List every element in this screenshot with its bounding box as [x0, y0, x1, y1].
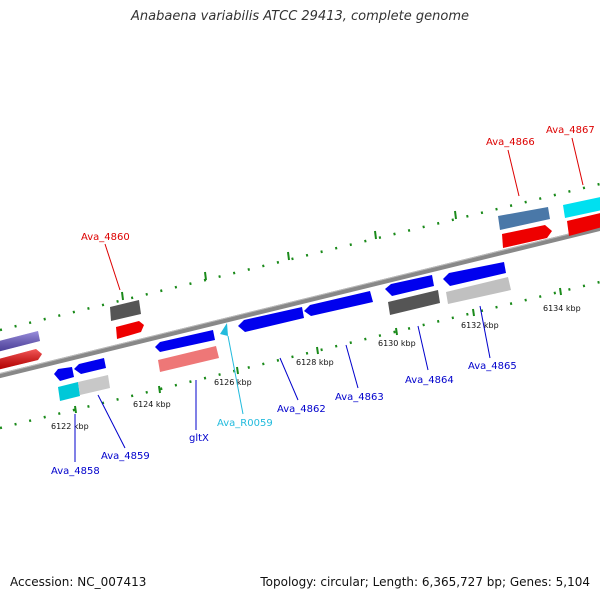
gene-feature[interactable]	[446, 277, 511, 304]
gene-label[interactable]: Ava_4862	[277, 404, 326, 415]
genome-backbone-highlight	[0, 225, 600, 375]
genome-backbone	[0, 225, 600, 379]
gene-feature[interactable]	[116, 321, 144, 339]
gene-label[interactable]: Ava_4867	[546, 125, 595, 136]
gene-feature[interactable]	[110, 300, 141, 321]
gene-feature[interactable]	[388, 290, 440, 315]
genome-summary-text: Topology: circular; Length: 6,365,727 bp…	[260, 575, 590, 589]
scale-label: 6134 kbp	[543, 304, 581, 313]
gene-features[interactable]	[0, 196, 600, 401]
gene-feature[interactable]	[443, 262, 506, 286]
scale-label: 6130 kbp	[378, 339, 416, 348]
scale-label: 6126 kbp	[214, 378, 252, 387]
map-title: Anabaena variabilis ATCC 29413, complete…	[131, 9, 469, 24]
gene-feature[interactable]	[58, 382, 80, 401]
gene-feature[interactable]	[502, 225, 552, 248]
gene-feature[interactable]	[385, 275, 434, 296]
gene-feature[interactable]	[155, 330, 215, 352]
gene-feature[interactable]	[0, 349, 42, 370]
gene-label[interactable]: Ava_4864	[405, 375, 454, 386]
gene-label[interactable]: Ava_4866	[486, 137, 535, 148]
scale-label: 6128 kbp	[296, 358, 334, 367]
gene-label[interactable]: Ava_4865	[468, 361, 517, 372]
gene-label[interactable]: Ava_R0059	[217, 418, 273, 429]
scale-label: 6124 kbp	[133, 400, 171, 409]
trna-feature[interactable]	[220, 323, 228, 336]
gene-feature[interactable]	[567, 212, 600, 236]
gene-label[interactable]: Ava_4863	[335, 392, 384, 403]
label-leaders	[74, 137, 584, 462]
scale-label: 6122 kbp	[51, 422, 89, 431]
gene-label[interactable]: Ava_4858	[51, 466, 100, 477]
gene-label[interactable]: Ava_4859	[101, 451, 150, 462]
gene-feature[interactable]	[304, 291, 373, 316]
gene-feature[interactable]	[0, 331, 40, 352]
scale-label: 6132 kbp	[461, 321, 499, 330]
gene-feature[interactable]	[498, 207, 550, 230]
gene-feature[interactable]	[78, 375, 110, 395]
gene-feature[interactable]	[563, 196, 600, 218]
gene-label[interactable]: Ava_4860	[81, 232, 130, 243]
gene-feature[interactable]	[54, 367, 74, 381]
accession-text: Accession: NC_007413	[10, 575, 147, 589]
gene-label[interactable]: gltX	[189, 433, 209, 444]
gene-feature[interactable]	[74, 358, 106, 374]
gene-feature[interactable]	[238, 307, 304, 332]
gene-feature[interactable]	[158, 346, 219, 372]
major-ticks	[74, 210, 562, 414]
